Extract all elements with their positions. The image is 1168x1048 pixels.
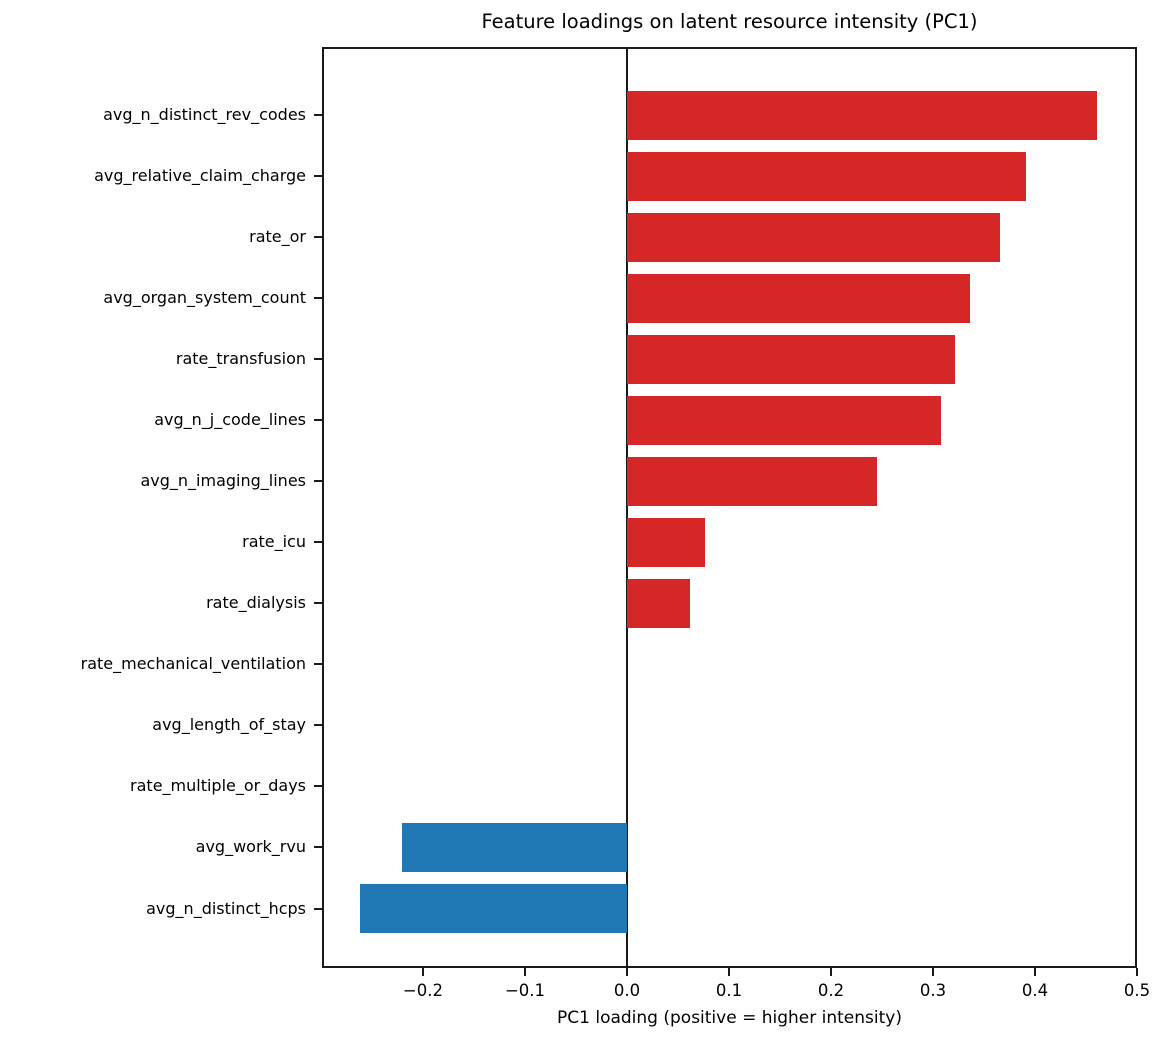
x-tick-label: 0.0 (613, 981, 641, 1000)
y-tick-label: rate_mechanical_ventilation (80, 654, 306, 674)
x-tick-label: 0.2 (817, 981, 845, 1000)
y-tick-label: rate_dialysis (206, 593, 306, 613)
y-tick-mark (314, 602, 322, 605)
bar (401, 822, 627, 872)
x-tick-mark (1136, 968, 1138, 976)
y-tick-label: avg_work_rvu (195, 837, 306, 857)
y-tick-label: avg_n_distinct_hcps (146, 898, 306, 918)
x-tick-mark (931, 968, 934, 976)
bar (626, 90, 1098, 140)
bar (626, 273, 970, 323)
y-tick-mark (314, 785, 322, 788)
y-tick-label: avg_relative_claim_charge (94, 166, 306, 186)
x-tick-label: −0.1 (504, 981, 546, 1000)
bar (626, 395, 942, 445)
y-tick-label: avg_organ_system_count (103, 288, 306, 308)
y-tick-label: rate_transfusion (175, 349, 306, 369)
x-tick-label: 0.4 (1021, 981, 1049, 1000)
x-tick-mark (829, 968, 832, 976)
bar (626, 517, 705, 567)
bar (626, 456, 877, 506)
x-tick-label: −0.2 (402, 981, 443, 1000)
x-tick-mark (727, 968, 730, 976)
y-tick-mark (314, 297, 322, 300)
x-axis-label: PC1 loading (positive = higher intensity… (557, 1008, 902, 1028)
bar (626, 334, 956, 384)
y-tick-mark (314, 663, 322, 666)
x-tick-label: 0.3 (919, 981, 947, 1000)
x-tick-mark (1033, 968, 1036, 976)
chart-title: Feature loadings on latent resource inte… (481, 10, 978, 33)
bar (626, 578, 691, 628)
y-tick-mark (314, 419, 322, 422)
x-tick-mark (625, 968, 628, 976)
y-tick-mark (314, 907, 322, 910)
y-tick-label: rate_or (249, 227, 306, 247)
y-tick-mark (314, 724, 322, 727)
bar (626, 212, 1001, 262)
y-tick-label: avg_length_of_stay (152, 715, 306, 735)
y-tick-mark (314, 480, 322, 483)
bar (359, 884, 627, 934)
y-tick-label: avg_n_j_code_lines (154, 410, 306, 430)
y-tick-mark (314, 236, 322, 239)
y-tick-label: rate_multiple_or_days (130, 776, 306, 796)
y-tick-mark (314, 175, 322, 178)
x-tick-mark (523, 968, 526, 976)
y-tick-label: avg_n_imaging_lines (140, 471, 306, 491)
bar (626, 151, 1026, 201)
y-tick-mark (314, 846, 322, 849)
y-tick-mark (314, 541, 322, 544)
zero-line (625, 47, 628, 968)
y-tick-label: rate_icu (242, 532, 306, 552)
y-tick-mark (314, 114, 322, 116)
x-tick-mark (421, 968, 424, 976)
y-tick-mark (314, 358, 322, 361)
y-tick-label: avg_n_distinct_rev_codes (103, 105, 306, 124)
x-tick-label: 0.5 (1123, 981, 1151, 1000)
x-tick-label: 0.1 (715, 981, 743, 1000)
